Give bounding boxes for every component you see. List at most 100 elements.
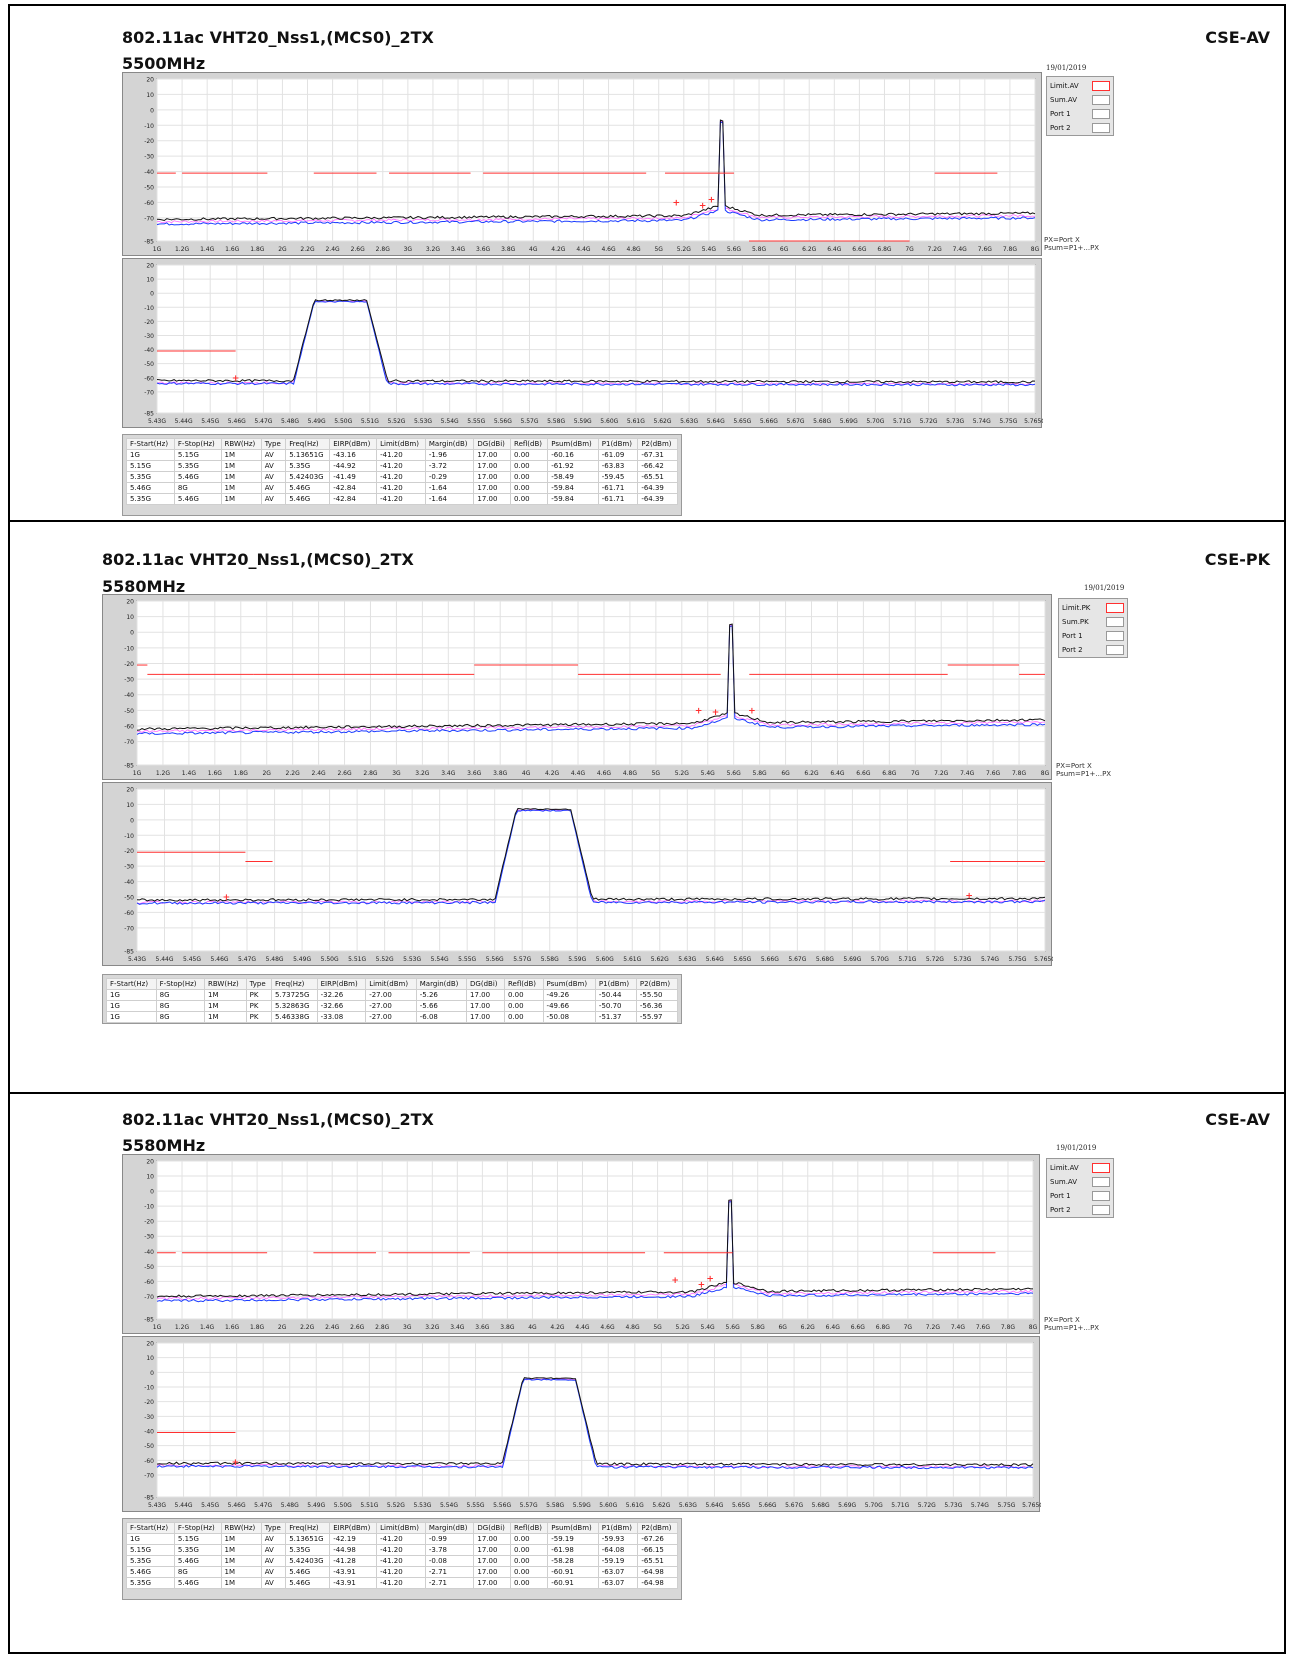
- table-cell: 17.00: [473, 1544, 512, 1556]
- column-header: Refl(dB): [504, 978, 544, 990]
- x-tick-label: 5.75G: [997, 1502, 1015, 1509]
- y-tick-label: 20: [146, 1341, 154, 1348]
- y-tick-label: 0: [150, 291, 154, 298]
- table-cell: -43.91: [329, 1566, 378, 1578]
- x-tick-label: 5.74G: [973, 418, 991, 425]
- table-cell: 5.35G: [126, 471, 175, 483]
- table-cell: AV: [260, 1533, 287, 1545]
- column-header: Margin(dB): [424, 1522, 475, 1534]
- peak-marker: +: [748, 706, 756, 716]
- table-cell: 1G: [106, 1000, 157, 1012]
- x-tick-label: 5.55G: [467, 1502, 485, 1509]
- x-tick-label: 5.48G: [281, 418, 299, 425]
- table-cell: -55.50: [635, 989, 679, 1001]
- table-cell: -41.20: [376, 482, 426, 494]
- legend-label: Port 2: [1050, 1206, 1071, 1214]
- table-cell: -27.00: [365, 989, 417, 1001]
- legend-swatch-port1: [1092, 1191, 1110, 1201]
- x-tick-label: 6.4G: [826, 1324, 841, 1331]
- results-table: F-Start(Hz) F-Stop(Hz) RBW(Hz) Type Freq(Hz)…: [126, 1522, 678, 1589]
- column-header: P1(dBm): [594, 978, 637, 990]
- section-3: 802.11ac VHT20_Nss1,(MCS0)_2TX CSE-AV 55…: [8, 1092, 1286, 1654]
- table-cell: 5.46338G: [271, 1011, 318, 1023]
- table-cell: 17.00: [473, 1577, 512, 1589]
- x-tick-label: 5.64G: [707, 418, 725, 425]
- frequency-label: 5500MHz: [122, 54, 206, 73]
- table-cell: -55.97: [635, 1011, 679, 1023]
- x-tick-label: 2.2G: [300, 1324, 315, 1331]
- sum-trace: [156, 1377, 1034, 1467]
- x-tick-label: 6G: [781, 770, 790, 777]
- y-tick-label: -20: [144, 319, 154, 326]
- x-tick-label: 5.72G: [918, 1502, 936, 1509]
- column-header: F-Stop(Hz): [173, 438, 222, 450]
- x-tick-label: 4.2G: [551, 246, 566, 253]
- sum-trace: [156, 1199, 1033, 1298]
- table-cell: 17.00: [473, 1533, 512, 1545]
- x-tick-label: 1.2G: [175, 246, 190, 253]
- x-tick-label: 5.55G: [458, 956, 476, 963]
- table-cell: -51.37: [594, 1011, 637, 1023]
- x-tick-label: 5G: [652, 770, 661, 777]
- column-header: Type: [245, 978, 273, 990]
- table-cell: AV: [260, 460, 287, 472]
- table-cell: 8G: [173, 1566, 222, 1578]
- table-cell: -0.08: [424, 1555, 475, 1567]
- table-row: 5.35G 5.46G 1M AV 5.46G -43.91 -41.20 -2.71 17.0…: [126, 1577, 678, 1589]
- table-cell: 5.46G: [285, 1577, 331, 1589]
- column-header: Psum(dBm): [547, 1522, 599, 1534]
- x-tick-label: 5.2G: [675, 1324, 690, 1331]
- frequency-label: 5580MHz: [122, 1136, 206, 1155]
- y-tick-label: -85: [124, 949, 134, 956]
- x-tick-label: 4.8G: [623, 770, 638, 777]
- x-tick-label: 3.6G: [467, 770, 482, 777]
- grid: [136, 788, 1046, 952]
- port-note: PX=Port X Psum=P1+...PX: [1056, 762, 1111, 778]
- x-tick-label: 5.4G: [701, 770, 716, 777]
- table-cell: -49.66: [542, 1000, 596, 1012]
- x-tick-label: 5.54G: [441, 418, 459, 425]
- y-tick-label: -50: [124, 708, 134, 715]
- legend-label: Port 1: [1062, 632, 1083, 640]
- table-cell: 5.13651G: [285, 1533, 331, 1545]
- x-tick-label: 5.50G: [334, 418, 352, 425]
- x-tick-label: 5G: [654, 246, 663, 253]
- y-tick-label: -70: [124, 925, 134, 932]
- y-tick-label: 20: [146, 77, 154, 84]
- y-tick-label: -30: [144, 1414, 154, 1421]
- frequency-label: 5580MHz: [102, 577, 186, 596]
- table-cell: -64.98: [637, 1577, 678, 1589]
- y-tick-label: -20: [144, 1219, 154, 1226]
- table-cell: 0.00: [504, 1011, 544, 1023]
- table-cell: -66.42: [637, 460, 678, 472]
- table-cell: -32.26: [316, 989, 367, 1001]
- x-tick-label: 5.45G: [183, 956, 201, 963]
- x-tick-label: 5.68G: [812, 1502, 830, 1509]
- x-tick-label: 5.70G: [865, 1502, 883, 1509]
- table-cell: 5.32863G: [271, 1000, 318, 1012]
- column-header: Type: [260, 438, 287, 450]
- table-cell: 5.46G: [285, 482, 331, 494]
- x-tick-label: 5.57G: [520, 418, 538, 425]
- y-tick-label: -50: [144, 185, 154, 192]
- x-tick-label: 6.6G: [851, 1324, 866, 1331]
- table-cell: -66.15: [637, 1544, 678, 1556]
- table-cell: 5.46G: [126, 482, 175, 494]
- y-tick-label: -60: [144, 375, 154, 382]
- table-cell: 5.15G: [126, 1544, 175, 1556]
- x-tick-label: 6.4G: [830, 770, 845, 777]
- table-cell: -49.26: [542, 989, 596, 1001]
- x-tick-label: 5.53G: [414, 418, 432, 425]
- x-tick-label: 5.49G: [293, 956, 311, 963]
- column-header: Psum(dBm): [542, 978, 596, 990]
- x-tick-label: 5.57G: [520, 1502, 538, 1509]
- table-cell: -41.20: [376, 449, 426, 461]
- x-tick-label: 4G: [528, 1324, 537, 1331]
- x-tick-label: 5.62G: [651, 956, 669, 963]
- x-tick-label: 5.58G: [541, 956, 559, 963]
- y-tick-label: -85: [124, 763, 134, 770]
- table-row: 5.35G 5.46G 1M AV 5.42403G -41.28 -41.20 -0.08 1…: [126, 1555, 678, 1567]
- x-tick-label: 5.61G: [626, 1502, 644, 1509]
- x-tick-label: 5.75G: [1008, 956, 1026, 963]
- table-cell: -3.72: [424, 460, 475, 472]
